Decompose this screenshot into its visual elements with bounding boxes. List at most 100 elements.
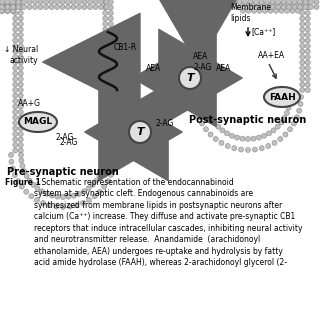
Circle shape [108,60,113,65]
Circle shape [190,16,195,21]
Circle shape [252,8,257,13]
Circle shape [188,4,193,10]
Circle shape [194,108,199,113]
Circle shape [215,0,220,4]
Circle shape [103,33,108,37]
Circle shape [248,4,253,10]
Circle shape [18,66,23,70]
Circle shape [185,21,190,27]
Circle shape [0,8,4,13]
Circle shape [190,60,195,65]
Circle shape [287,94,292,100]
Circle shape [13,49,18,54]
Text: T: T [136,127,144,137]
Circle shape [314,4,319,10]
Circle shape [18,0,23,4]
Circle shape [268,8,273,13]
Circle shape [270,0,275,4]
Text: AEA
2-AG: AEA 2-AG [193,52,212,72]
Circle shape [204,4,209,10]
Circle shape [237,0,242,4]
Circle shape [308,0,314,4]
Circle shape [267,131,271,136]
Circle shape [86,186,91,191]
Circle shape [18,115,23,120]
Circle shape [18,33,23,37]
Circle shape [300,49,305,54]
Circle shape [13,60,18,65]
Circle shape [305,87,310,92]
Circle shape [290,3,295,8]
Circle shape [11,8,15,13]
Circle shape [18,126,23,131]
Circle shape [225,143,230,148]
Circle shape [196,115,202,120]
Circle shape [190,21,195,27]
Circle shape [103,99,108,103]
Circle shape [19,153,23,157]
Text: AA+G: AA+G [18,99,41,108]
Circle shape [299,94,303,100]
Circle shape [94,178,99,183]
Circle shape [21,4,27,10]
Circle shape [92,194,97,199]
Circle shape [82,0,87,4]
Circle shape [103,60,108,65]
Circle shape [101,164,106,168]
Circle shape [22,169,27,173]
Circle shape [11,8,15,13]
Circle shape [279,120,284,125]
Circle shape [103,82,108,87]
Circle shape [237,4,242,10]
Circle shape [276,0,281,4]
Circle shape [185,76,190,82]
Circle shape [288,127,292,132]
Circle shape [245,148,251,153]
Circle shape [18,121,23,125]
Circle shape [87,4,92,10]
Circle shape [185,38,190,43]
Circle shape [252,3,257,8]
Circle shape [108,109,113,115]
Circle shape [246,8,251,13]
Circle shape [219,140,224,145]
Circle shape [305,54,310,60]
Circle shape [5,3,10,8]
Circle shape [66,194,71,199]
Circle shape [35,197,39,203]
Circle shape [103,16,108,21]
Circle shape [303,0,308,4]
Circle shape [190,33,195,37]
Circle shape [49,4,54,10]
Circle shape [13,44,18,49]
Circle shape [108,5,113,10]
Circle shape [204,94,209,100]
Circle shape [190,11,195,15]
Circle shape [108,33,113,37]
Circle shape [108,132,113,137]
Circle shape [108,99,113,103]
Circle shape [13,109,18,115]
Circle shape [104,4,109,10]
Circle shape [13,76,18,82]
Circle shape [232,146,237,151]
Circle shape [18,137,23,142]
Circle shape [248,0,253,4]
Circle shape [108,87,113,92]
Circle shape [15,179,20,183]
Circle shape [5,0,10,4]
Circle shape [190,76,195,82]
Circle shape [0,8,4,13]
Circle shape [283,132,288,137]
Circle shape [185,44,190,49]
Circle shape [27,0,32,4]
Circle shape [97,189,102,194]
Circle shape [103,38,108,43]
Circle shape [108,66,113,70]
Circle shape [108,0,113,4]
Circle shape [300,11,305,15]
Circle shape [210,0,214,4]
Text: Post-synaptic neuron: Post-synaptic neuron [189,115,307,125]
Circle shape [200,121,204,126]
Circle shape [108,76,113,82]
